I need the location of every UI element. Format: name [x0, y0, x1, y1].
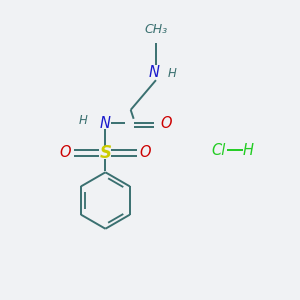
Text: H: H [243, 142, 254, 158]
Text: O: O [160, 116, 172, 131]
Text: N: N [149, 65, 160, 80]
Text: S: S [99, 144, 111, 162]
Text: O: O [59, 146, 71, 160]
Text: H: H [79, 114, 88, 127]
Text: O: O [140, 146, 151, 160]
Text: CH₃: CH₃ [144, 22, 167, 36]
Text: H: H [168, 67, 177, 80]
Text: Cl: Cl [211, 142, 226, 158]
Text: N: N [100, 116, 111, 131]
